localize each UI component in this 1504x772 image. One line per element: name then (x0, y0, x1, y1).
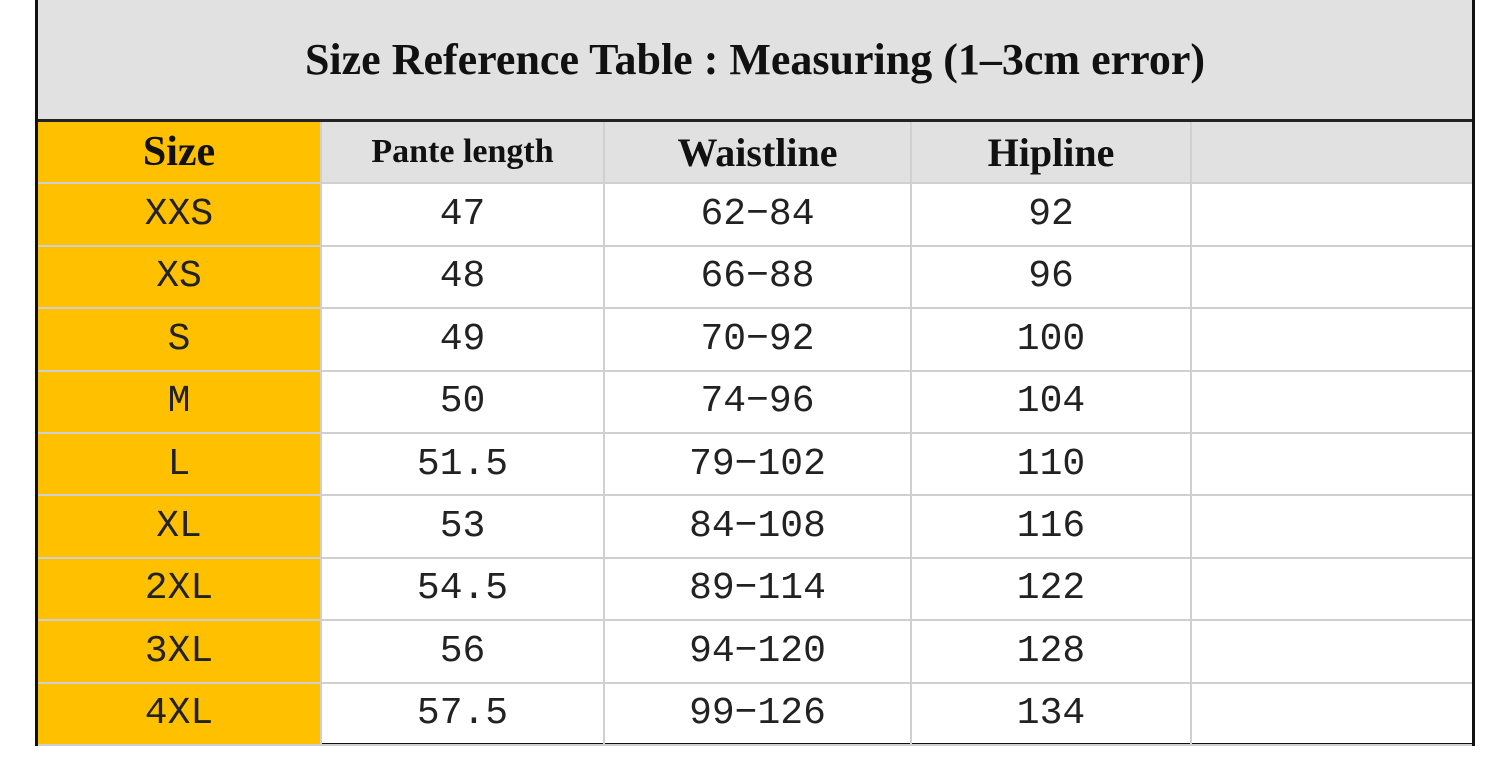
empty-cell (1192, 621, 1472, 684)
column-header: Hipline (912, 122, 1192, 185)
measurement: 116 (912, 496, 1192, 559)
size-table: Size Reference Table : Measuring (1–3cm … (35, 0, 1475, 746)
table-title: Size Reference Table : Measuring (1–3cm … (38, 0, 1472, 122)
table-grid: Size Pante length Waistline Hipline XXS 47 62−… (38, 122, 1472, 746)
measurement: 74−96 (605, 371, 912, 434)
size-label: XL (38, 496, 322, 559)
measurement: 96 (912, 246, 1192, 310)
measurement: 128 (912, 621, 1192, 684)
measurement: 89−114 (605, 558, 912, 622)
column-header-empty (1192, 122, 1472, 185)
size-label: 3XL (38, 621, 322, 684)
size-label: XXS (38, 184, 322, 247)
measurement: 70−92 (605, 309, 912, 372)
measurement: 134 (912, 683, 1192, 746)
measurement: 104 (912, 371, 1192, 434)
measurement: 94−120 (605, 621, 912, 684)
measurement: 53 (322, 496, 605, 559)
empty-cell (1192, 559, 1472, 622)
empty-cell (1192, 309, 1472, 372)
measurement: 79−102 (605, 433, 912, 497)
column-header: Waistline (605, 122, 912, 185)
empty-cell (1192, 684, 1472, 746)
measurement: 48 (322, 246, 605, 310)
measurement: 62−84 (605, 184, 912, 247)
size-label: S (38, 309, 322, 372)
size-label: M (38, 371, 322, 434)
empty-cell (1192, 184, 1472, 247)
size-label: XS (38, 246, 322, 310)
size-label: L (38, 433, 322, 497)
column-header: Pante length (322, 122, 605, 185)
empty-cell (1192, 247, 1472, 310)
size-label: 2XL (38, 558, 322, 622)
column-header: Size (38, 122, 322, 185)
empty-cell (1192, 372, 1472, 434)
measurement: 51.5 (322, 433, 605, 497)
measurement: 84−108 (605, 496, 912, 559)
measurement: 100 (912, 309, 1192, 372)
measurement: 92 (912, 184, 1192, 247)
size-label: 4XL (38, 683, 322, 746)
measurement: 66−88 (605, 246, 912, 310)
measurement: 47 (322, 184, 605, 247)
measurement: 56 (322, 621, 605, 684)
empty-cell (1192, 496, 1472, 559)
measurement: 99−126 (605, 683, 912, 746)
measurement: 110 (912, 433, 1192, 497)
measurement: 122 (912, 558, 1192, 622)
measurement: 49 (322, 309, 605, 372)
measurement: 54.5 (322, 558, 605, 622)
empty-cell (1192, 434, 1472, 497)
measurement: 50 (322, 371, 605, 434)
measurement: 57.5 (322, 683, 605, 746)
